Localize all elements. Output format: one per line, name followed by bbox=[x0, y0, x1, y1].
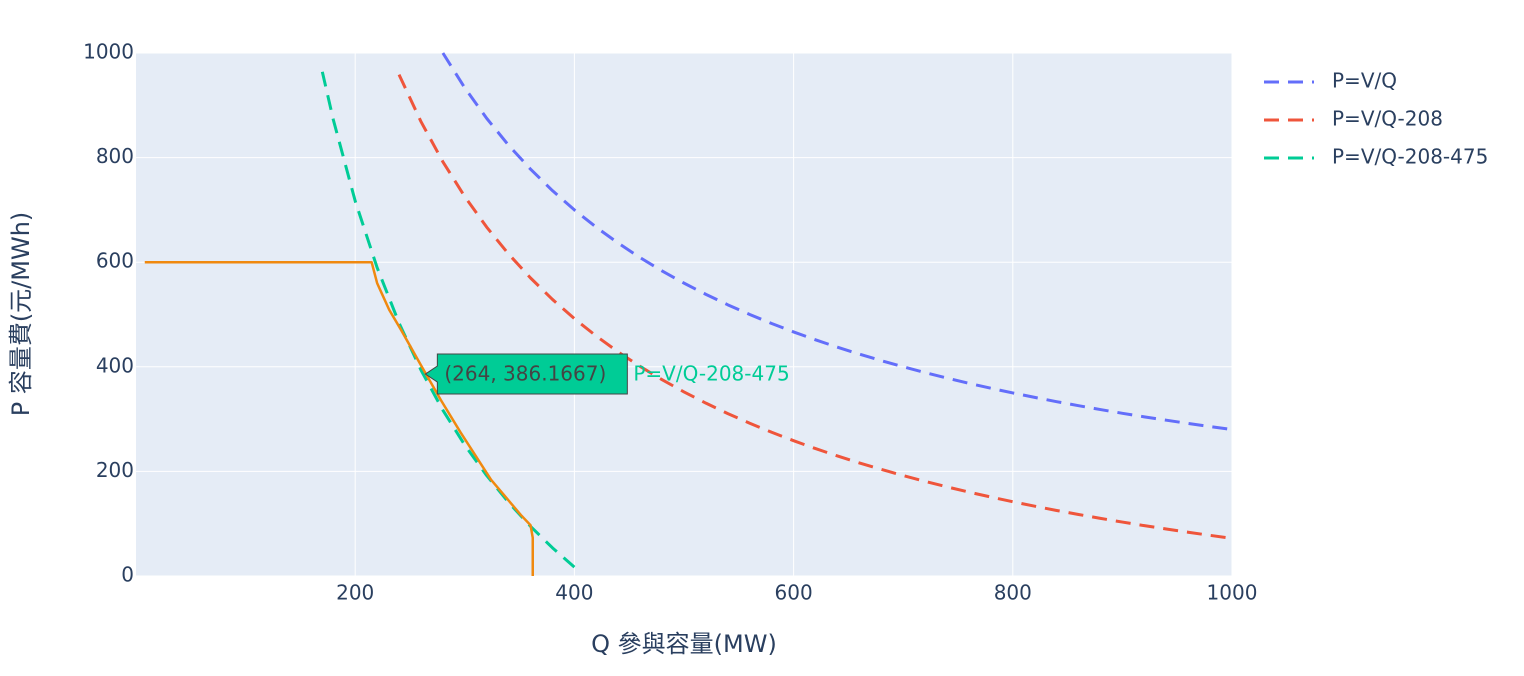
tooltip-box bbox=[424, 353, 628, 395]
tooltip-name: P=V/Q-208-475 bbox=[633, 362, 789, 386]
x-axis-title: Q 參與容量(MW) bbox=[591, 630, 777, 658]
tooltip-value: (264, 386.1667) bbox=[444, 362, 606, 386]
y-tick-label: 800 bbox=[96, 144, 134, 168]
plot-area bbox=[136, 53, 1232, 576]
y-tick-label: 600 bbox=[96, 249, 134, 273]
x-tick-label: 800 bbox=[994, 581, 1032, 605]
x-tick-label: 400 bbox=[555, 581, 593, 605]
series-line bbox=[144, 260, 535, 576]
y-tick-label: 0 bbox=[121, 563, 134, 587]
y-axis-title: P 容量費(元/MWh) bbox=[7, 212, 35, 417]
y-tick-label: 400 bbox=[96, 353, 134, 377]
x-tick-label: 1000 bbox=[1207, 581, 1258, 605]
legend-label: P=V/Q-208 bbox=[1332, 107, 1443, 131]
x-tick-label: 200 bbox=[336, 581, 374, 605]
x-tick-label: 600 bbox=[775, 581, 813, 605]
y-tick-label: 1000 bbox=[83, 40, 134, 64]
y-tick-label: 200 bbox=[96, 458, 134, 482]
legend-label: P=V/Q bbox=[1332, 69, 1397, 93]
legend-label: P=V/Q-208-475 bbox=[1332, 145, 1488, 169]
series-line bbox=[441, 52, 1233, 432]
series-line bbox=[397, 73, 1233, 540]
